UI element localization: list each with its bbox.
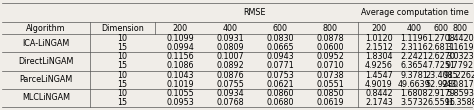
- Text: 6.5596: 6.5596: [428, 98, 456, 107]
- Text: 2.1512: 2.1512: [365, 43, 393, 52]
- Text: 0.0860: 0.0860: [266, 89, 294, 98]
- Text: 0.0755: 0.0755: [216, 80, 244, 89]
- Text: 5.8593: 5.8593: [446, 89, 474, 98]
- Text: 52.9280: 52.9280: [425, 80, 458, 89]
- Text: 0.0621: 0.0621: [266, 80, 294, 89]
- Text: 0.0994: 0.0994: [166, 43, 194, 52]
- Text: 0.0878: 0.0878: [316, 34, 344, 43]
- Text: 2.3116: 2.3116: [400, 43, 428, 52]
- Text: ParceLiNGAM: ParceLiNGAM: [19, 75, 73, 84]
- Text: 0.0600: 0.0600: [316, 43, 344, 52]
- Text: 0.8442: 0.8442: [365, 89, 393, 98]
- Text: 0.0665: 0.0665: [266, 43, 294, 52]
- Text: 1.4420: 1.4420: [446, 34, 474, 43]
- Text: 0.0830: 0.0830: [266, 34, 294, 43]
- Text: 49.6639: 49.6639: [398, 80, 430, 89]
- Text: 600: 600: [434, 24, 449, 32]
- Text: 10: 10: [118, 52, 128, 61]
- Text: 400: 400: [407, 24, 421, 32]
- Text: 0.0943: 0.0943: [266, 52, 294, 61]
- Text: 0.0710: 0.0710: [316, 61, 344, 70]
- Text: 943.8174: 943.8174: [441, 80, 474, 89]
- Text: Algorithm: Algorithm: [26, 24, 66, 32]
- Text: 0.1156: 0.1156: [166, 52, 194, 61]
- Text: DirectLiNGAM: DirectLiNGAM: [18, 57, 73, 66]
- Text: 10: 10: [118, 34, 128, 43]
- Text: 6.3654: 6.3654: [400, 61, 428, 70]
- Text: 2.6811: 2.6811: [428, 43, 456, 52]
- Text: 91.2262: 91.2262: [444, 71, 474, 80]
- Text: RMSE: RMSE: [244, 8, 266, 17]
- Text: 1.2708: 1.2708: [428, 34, 456, 43]
- Text: 600: 600: [273, 24, 288, 32]
- Text: Average computation time: Average computation time: [361, 8, 469, 17]
- Text: 0.1099: 0.1099: [166, 34, 194, 43]
- Text: 0.0771: 0.0771: [266, 61, 294, 70]
- Text: 3.5732: 3.5732: [400, 98, 428, 107]
- Text: 0.1086: 0.1086: [166, 61, 194, 70]
- Text: 0.0953: 0.0953: [166, 98, 194, 107]
- Text: 0.0680: 0.0680: [266, 98, 294, 107]
- Text: 1.8304: 1.8304: [365, 52, 393, 61]
- Text: 2.2421: 2.2421: [400, 52, 428, 61]
- Text: 2.6270: 2.6270: [428, 52, 456, 61]
- Text: 2.1743: 2.1743: [365, 98, 393, 107]
- Text: 200: 200: [372, 24, 387, 32]
- Text: MLCLiNGAM: MLCLiNGAM: [22, 93, 70, 102]
- Text: 0.0809: 0.0809: [216, 43, 244, 52]
- Text: 200: 200: [173, 24, 188, 32]
- Text: ICA-LiNGAM: ICA-LiNGAM: [22, 39, 70, 48]
- Text: 3.1619: 3.1619: [446, 43, 474, 52]
- Text: 10: 10: [118, 89, 128, 98]
- Text: 7.7251: 7.7251: [428, 61, 456, 70]
- Text: 4.9019: 4.9019: [365, 80, 393, 89]
- Text: 800: 800: [453, 24, 467, 32]
- Text: 0.0753: 0.0753: [266, 71, 294, 80]
- Text: 0.1007: 0.1007: [216, 52, 244, 61]
- Text: 15: 15: [118, 43, 128, 52]
- Text: 1.6808: 1.6808: [400, 89, 428, 98]
- Text: 10: 10: [118, 71, 128, 80]
- Text: 0.1043: 0.1043: [166, 71, 194, 80]
- Text: 0.0768: 0.0768: [216, 98, 244, 107]
- Text: 0.1055: 0.1055: [166, 89, 194, 98]
- Text: Dimension: Dimension: [101, 24, 144, 32]
- Text: 3.0323: 3.0323: [446, 52, 474, 61]
- Text: 0.0876: 0.0876: [216, 71, 244, 80]
- Text: 1.4547: 1.4547: [365, 71, 393, 80]
- Text: 0.0892: 0.0892: [216, 61, 244, 70]
- Text: 0.0551: 0.0551: [316, 80, 344, 89]
- Text: 0.0934: 0.0934: [216, 89, 244, 98]
- Text: 400: 400: [222, 24, 237, 32]
- Text: 15: 15: [118, 61, 128, 70]
- Text: 9.3781: 9.3781: [400, 71, 428, 80]
- Text: 0.1019: 0.1019: [166, 80, 194, 89]
- Text: 0.0619: 0.0619: [316, 98, 344, 107]
- Text: 0.0952: 0.0952: [316, 52, 344, 61]
- Text: 2.9179: 2.9179: [428, 89, 456, 98]
- Text: 4.9256: 4.9256: [365, 61, 393, 70]
- Text: 800: 800: [322, 24, 337, 32]
- Text: 1.1196: 1.1196: [400, 34, 428, 43]
- Text: 11.3588: 11.3588: [444, 98, 474, 107]
- Text: 15: 15: [118, 98, 128, 107]
- Text: 15: 15: [118, 80, 128, 89]
- Text: 0.0738: 0.0738: [316, 71, 344, 80]
- Text: 9.7792: 9.7792: [446, 61, 474, 70]
- Text: 0.0931: 0.0931: [216, 34, 244, 43]
- Text: 23.4085: 23.4085: [425, 71, 458, 80]
- Text: 0.0850: 0.0850: [316, 89, 344, 98]
- Text: 1.0120: 1.0120: [365, 34, 393, 43]
